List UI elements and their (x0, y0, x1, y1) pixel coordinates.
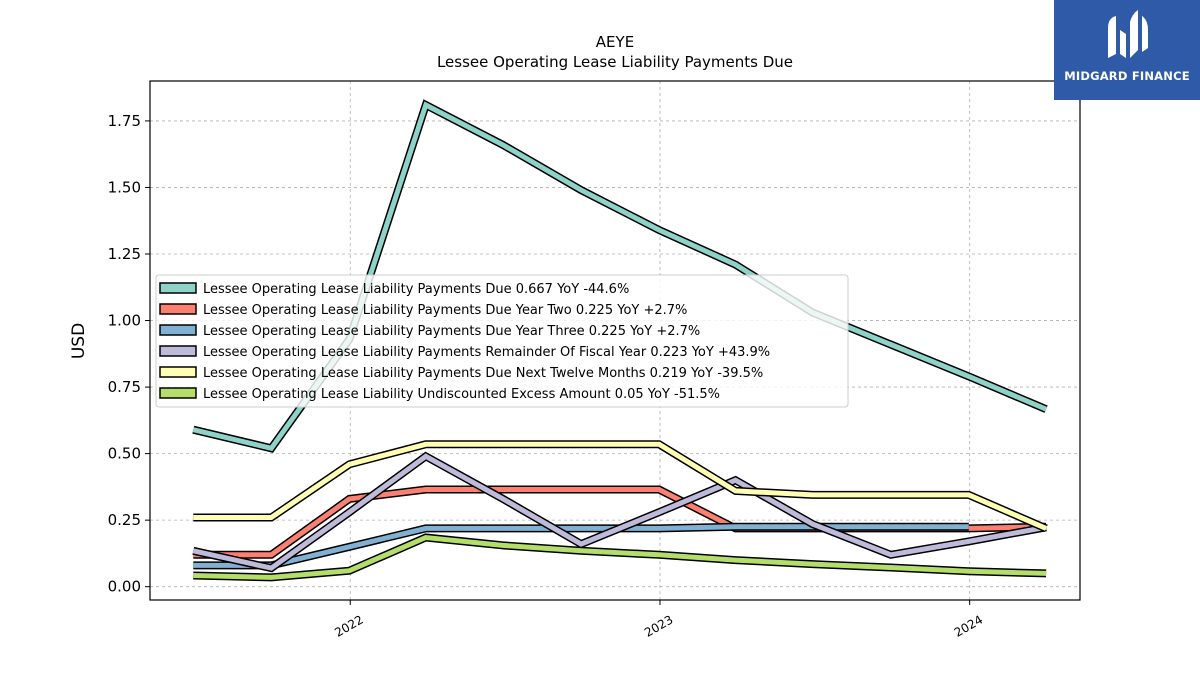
legend-item: Lessee Operating Lease Liability Payment… (159, 345, 770, 360)
series-line (192, 453, 1047, 571)
y-axis: 0.00 0.25 0.50 0.75 1.00 1.25 1.50 1.75 (108, 112, 150, 596)
y-tick-label: 1.00 (108, 312, 141, 330)
legend-swatch (159, 282, 197, 294)
midgard-finance-logo: MIDGARD FINANCE (1054, 0, 1200, 100)
x-tick-label: 2022 (332, 612, 365, 639)
legend-label: Lessee Operating Lease Liability Payment… (203, 324, 700, 339)
legend-label: Lessee Operating Lease Liability Payment… (203, 345, 770, 360)
series-2 (193, 485, 1047, 559)
legend-item: Lessee Operating Lease Liability Undisco… (159, 387, 720, 402)
plot-area-frame (149, 80, 1081, 601)
x-tick-label: 2023 (642, 612, 675, 639)
legend-swatch (159, 324, 197, 336)
chart-title: AEYE (596, 33, 634, 51)
series-outline (193, 485, 1047, 559)
series-4 (192, 451, 1047, 573)
legend-item: Lessee Operating Lease Liability Payment… (159, 366, 763, 381)
legend-swatch (159, 366, 197, 378)
x-tick-label: 2024 (952, 612, 985, 639)
y-tick-label: 1.25 (108, 245, 141, 263)
logo-text: MIDGARD FINANCE (1064, 69, 1190, 83)
legend-item: Lessee Operating Lease Liability Payment… (159, 282, 629, 297)
y-tick-label: 1.50 (108, 178, 141, 196)
y-tick-label: 1.75 (108, 112, 141, 130)
legend-label: Lessee Operating Lease Liability Payment… (203, 366, 763, 381)
legend: Lessee Operating Lease Liability Payment… (155, 274, 849, 408)
legend-swatch (159, 345, 197, 357)
series-line (193, 534, 1047, 580)
legend-swatch (159, 387, 197, 399)
series-6 (193, 533, 1047, 582)
series-5 (193, 440, 1048, 533)
chart-subtitle: Lessee Operating Lease Liability Payment… (437, 53, 793, 71)
y-tick-label: 0.50 (108, 445, 141, 463)
legend-swatch (159, 303, 197, 315)
series-line (193, 441, 1048, 531)
series-line (193, 524, 969, 568)
legend-label: Lessee Operating Lease Liability Undisco… (203, 387, 720, 402)
y-tick-label: 0.00 (108, 578, 141, 596)
legend-label: Lessee Operating Lease Liability Payment… (203, 282, 629, 297)
x-axis: 2022 2023 2024 (332, 600, 985, 640)
legend-item: Lessee Operating Lease Liability Payment… (159, 303, 687, 318)
y-tick-label: 0.25 (108, 511, 141, 529)
legend-item: Lessee Operating Lease Liability Payment… (159, 324, 700, 339)
y-tick-label: 0.75 (108, 378, 141, 396)
midgard-logo-icon (1108, 10, 1148, 58)
legend-label: Lessee Operating Lease Liability Payment… (203, 303, 687, 318)
series-3 (193, 522, 969, 570)
legend-box (155, 274, 849, 408)
y-axis-label: USD (69, 323, 89, 359)
